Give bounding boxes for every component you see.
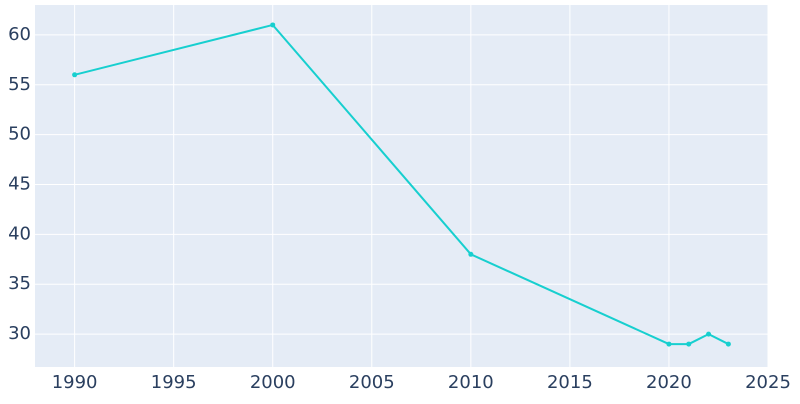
y-tick-label: 35 — [8, 273, 31, 294]
point — [270, 22, 276, 28]
point — [72, 72, 78, 78]
y-tick-label: 40 — [8, 223, 31, 244]
y-tick-label: 30 — [8, 323, 31, 344]
x-tick-label: 2005 — [349, 372, 395, 393]
y-tick-label: 55 — [8, 74, 31, 95]
point — [666, 341, 672, 347]
y-tick-label: 60 — [8, 24, 31, 45]
point — [468, 251, 474, 257]
x-tick-label: 1990 — [52, 372, 98, 393]
point — [686, 341, 692, 347]
point — [706, 331, 712, 337]
x-tick-label: 2000 — [250, 372, 296, 393]
x-tick-label: 2010 — [448, 372, 494, 393]
y-tick-label: 50 — [8, 124, 31, 145]
x-tick-label: 2015 — [547, 372, 593, 393]
x-tick-label: 2025 — [745, 372, 791, 393]
plot-area — [35, 5, 768, 367]
y-tick-label: 45 — [8, 174, 31, 195]
x-tick-label: 2020 — [646, 372, 692, 393]
point — [725, 341, 731, 347]
x-tick-label: 1995 — [151, 372, 197, 393]
